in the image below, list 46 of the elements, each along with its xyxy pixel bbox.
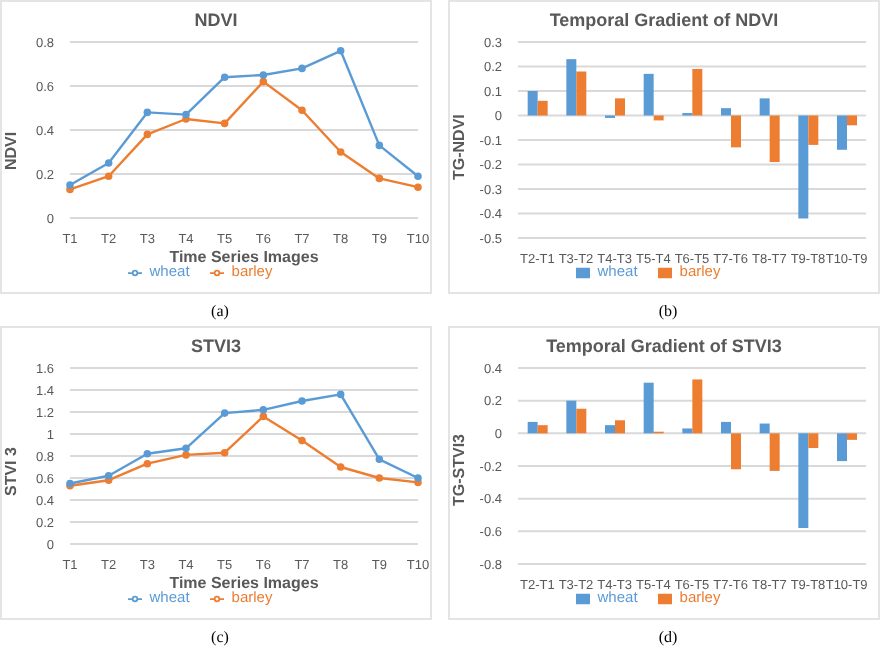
bar: [759, 98, 770, 116]
bar: [692, 379, 703, 434]
bar: [576, 71, 587, 116]
bar: [798, 433, 809, 529]
bar: [615, 420, 625, 434]
bar: [769, 115, 780, 163]
chart-title: Temporal Gradient of NDVI: [547, 8, 781, 34]
bar: [527, 421, 538, 434]
bar: [808, 433, 819, 449]
chart-title: NDVI: [192, 8, 240, 34]
bar: [769, 433, 780, 471]
bar: [643, 73, 654, 116]
bar: [615, 98, 625, 116]
bar: [731, 433, 741, 470]
y-axis-title: STVI 3: [1, 445, 20, 496]
bar: [692, 68, 703, 116]
bar: [731, 115, 741, 148]
chart-title: STVI3: [188, 334, 243, 360]
text: (c): [209, 628, 231, 646]
bar: [808, 115, 819, 145]
bar: [527, 91, 538, 116]
bar: [537, 100, 548, 116]
x-axis-title: Time Series Images: [169, 248, 320, 266]
bar: [566, 400, 577, 434]
bar: [847, 115, 857, 126]
text: (d): [656, 628, 680, 646]
bar: [837, 433, 847, 462]
text: (a): [209, 302, 231, 320]
bar: [682, 428, 693, 434]
bar: [721, 421, 731, 434]
bar: [837, 115, 847, 150]
x-axis-title: Time Series Images: [169, 574, 320, 592]
bar: [759, 423, 770, 434]
bar: [605, 425, 615, 434]
bar: [721, 108, 731, 116]
bar: [847, 433, 857, 440]
chart-title: Temporal Gradient of STVI3: [544, 334, 784, 360]
bar: [643, 382, 654, 434]
text: (b): [656, 302, 680, 320]
y-axis-title: NDVI: [1, 131, 20, 170]
y-axis-title: TG-NDVI: [449, 114, 468, 180]
bar: [576, 408, 587, 434]
bar: [537, 425, 548, 434]
y-axis-title: TG-STVI3: [449, 432, 468, 506]
bar: [798, 115, 809, 219]
bar: [566, 59, 577, 116]
